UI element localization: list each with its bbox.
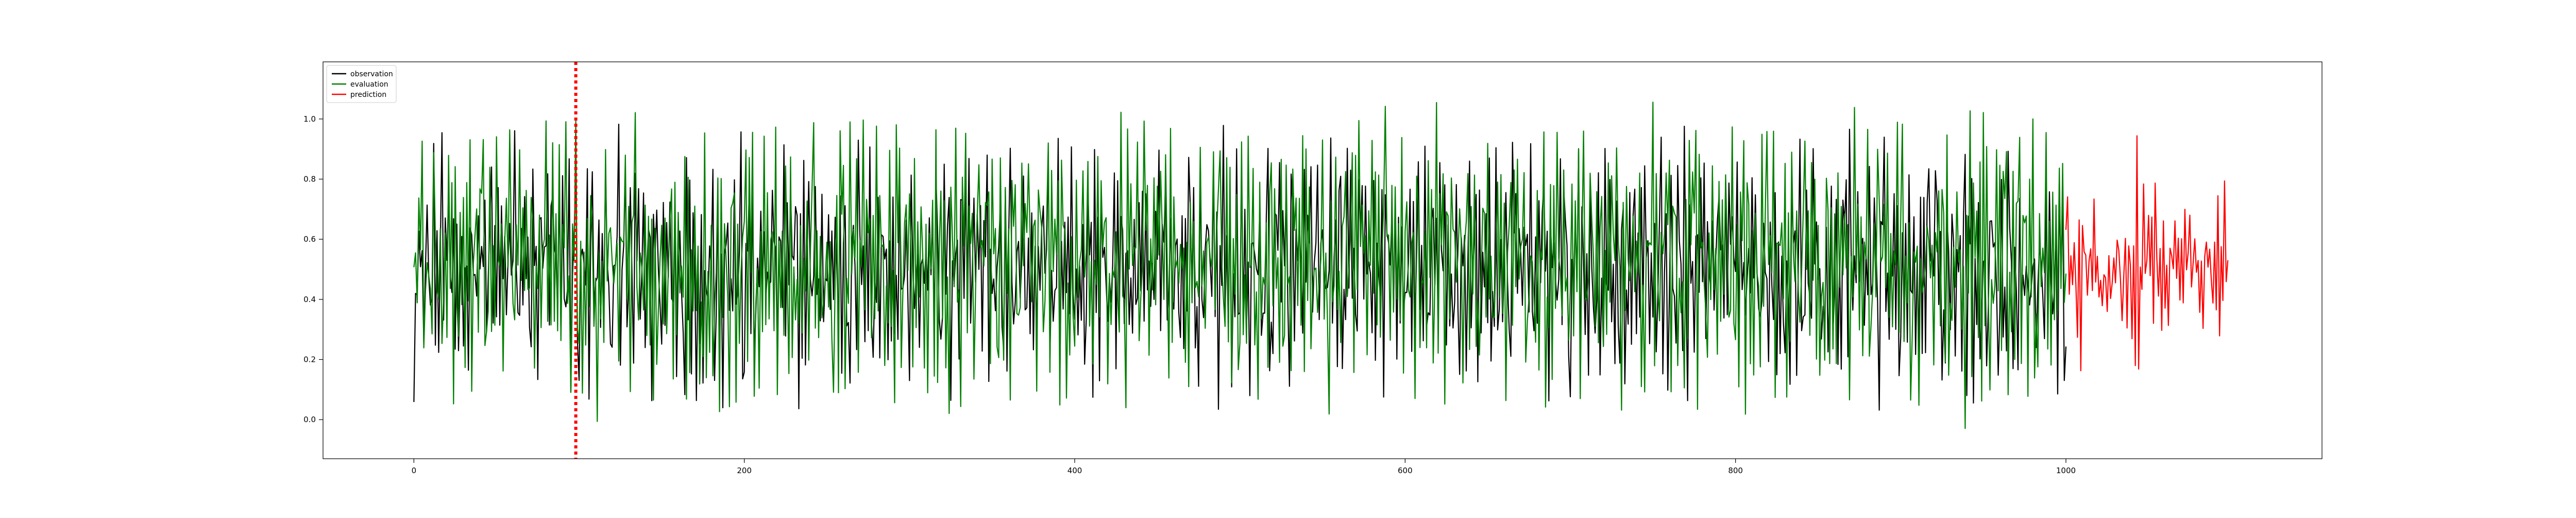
legend-label-observation: observation [350,70,393,78]
plot-frame [323,61,2323,459]
y-tick-label: 1.0 [303,114,316,124]
x-tick-label: 0 [412,466,417,475]
legend-box [326,65,397,103]
x-tick-label: 200 [737,466,752,475]
legend-label-evaluation: evaluation [350,80,388,89]
legend: observation evaluation prediction [326,65,397,103]
x-tick-label: 800 [1728,466,1743,475]
series-layer [413,102,2229,429]
y-tick-label: 0.0 [303,415,316,424]
y-tick-label: 0.2 [303,355,316,364]
x-tick-label: 1000 [2056,466,2076,475]
y-tick-label: 0.6 [303,235,316,244]
x-tick-label: 400 [1067,466,1082,475]
y-tick-label: 0.8 [303,175,316,184]
y-tick-label: 0.4 [303,295,316,304]
y-axis: 0.0 0.2 0.4 0.6 0.8 1.0 [303,114,323,424]
x-tick-label: 600 [1398,466,1413,475]
legend-label-prediction: prediction [350,91,386,99]
x-axis: 0 200 400 600 800 1000 [412,459,2076,475]
series-line-prediction [2065,135,2229,372]
series-line-evaluation [413,102,2067,429]
